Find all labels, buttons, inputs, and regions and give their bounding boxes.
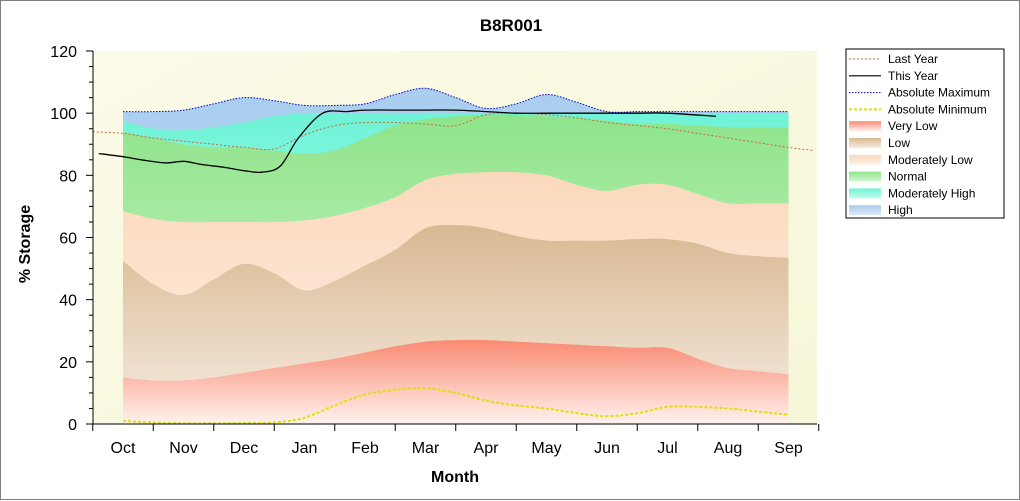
legend-label-abs-min: Absolute Minimum [888, 102, 987, 116]
x-tick-label: Nov [169, 440, 197, 457]
legend-label-normal: Normal [888, 170, 927, 184]
x-tick-label: Jun [594, 440, 620, 457]
y-tick-label: 40 [59, 293, 77, 310]
x-tick-label: Oct [111, 440, 136, 457]
legend-swatch-low [849, 138, 881, 148]
chart-title: B8R001 [480, 16, 542, 35]
band-very-low [123, 339, 789, 424]
y-tick-label: 20 [59, 355, 77, 372]
legend-label-abs-max: Absolute Maximum [888, 86, 990, 100]
y-tick-label: 60 [59, 231, 77, 248]
legend-label-last-year: Last Year [888, 52, 938, 66]
x-tick-label: Apr [474, 440, 500, 457]
legend-swatch-high [849, 205, 881, 216]
legend-swatch-moderately-low [849, 154, 881, 165]
last-year-line [92, 112, 813, 151]
lines-layer [92, 87, 813, 425]
x-tick-label: Jul [657, 440, 677, 457]
y-tick-label: 100 [50, 106, 77, 123]
x-tick-label: Aug [714, 440, 742, 457]
legend-label-very-low: Very Low [888, 119, 938, 133]
legend-swatch-moderately-high [849, 188, 881, 199]
x-axis-title: Month [431, 469, 479, 486]
legend-label-low: Low [888, 136, 910, 150]
legend: Last Year This Year Absolute Maximum Absolu… [845, 48, 1005, 219]
x-tick-label: Mar [412, 440, 440, 457]
legend-label-this-year: This Year [888, 69, 938, 83]
absolute-minimum-line [122, 387, 789, 425]
this-year-line [98, 109, 716, 174]
y-tick-label: 80 [59, 168, 77, 185]
x-axis-ticks: Oct Nov Dec Jan Feb Mar Apr May Jun Jul Aug Sep [92, 424, 820, 457]
y-axis-title: % Storage [17, 205, 34, 283]
legend-swatch-very-low [849, 121, 881, 132]
x-tick-label: Dec [230, 440, 258, 457]
bands-layer [123, 88, 789, 425]
legend-label-moderately-low: Moderately Low [888, 153, 973, 167]
legend-swatch-normal [849, 171, 881, 182]
x-tick-label: Feb [351, 440, 379, 457]
x-tick-label: Jan [292, 440, 318, 457]
x-tick-label: May [531, 440, 561, 457]
legend-label-high: High [888, 203, 913, 217]
y-axis-ticks: 0 20 40 60 80 100 120 [50, 44, 93, 434]
y-tick-label: 120 [50, 44, 77, 61]
x-tick-label: Sep [774, 440, 803, 457]
y-tick-label: 0 [68, 417, 77, 434]
legend-label-moderately-high: Moderately High [888, 186, 975, 200]
